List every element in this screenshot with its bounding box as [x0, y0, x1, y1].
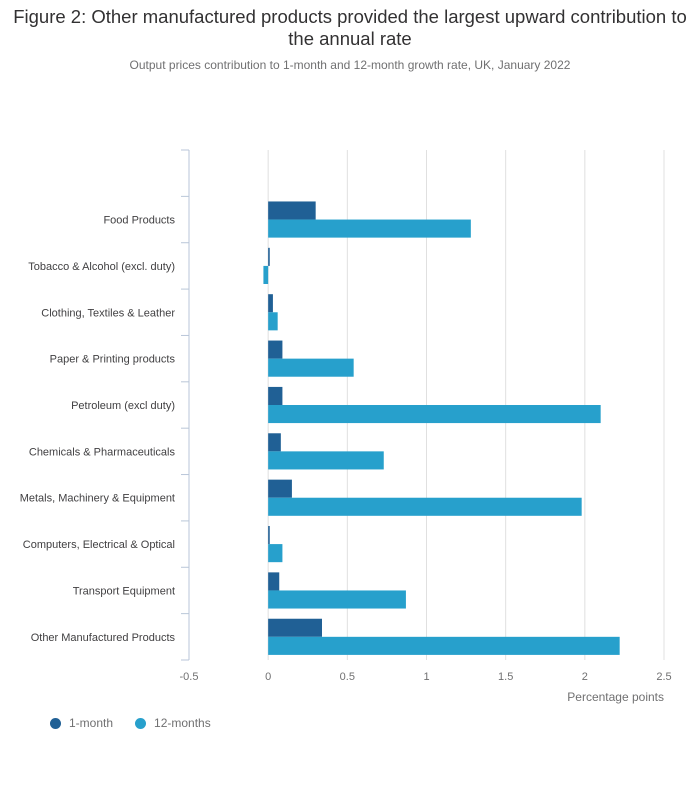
x-tick-label: 1.5	[498, 671, 513, 683]
chart-subtitle: Output prices contribution to 1-month an…	[129, 58, 571, 72]
x-tick-label: 1	[423, 671, 429, 683]
bar-12-months[interactable]	[268, 405, 601, 424]
bar-1-month[interactable]	[268, 618, 322, 637]
category-label: Petroleum (excl duty)	[71, 400, 175, 412]
bar-12-months[interactable]	[268, 544, 283, 563]
category-label: Tobacco & Alcohol (excl. duty)	[28, 261, 175, 273]
category-label: Computers, Electrical & Optical	[23, 539, 175, 551]
bar-12-months[interactable]	[268, 451, 384, 470]
legend: 1-month 12-months	[50, 716, 233, 730]
category-label: Food Products	[103, 215, 175, 227]
x-tick-label: 2	[582, 671, 588, 683]
x-tick-label: 2.5	[656, 671, 671, 683]
bar-12-months[interactable]	[268, 219, 471, 238]
legend-item-12-months[interactable]: 12-months	[135, 716, 211, 730]
chart-title: Figure 2: Other manufactured products pr…	[13, 6, 687, 49]
x-tick-label: 0.5	[340, 671, 355, 683]
bar-1-month[interactable]	[268, 572, 280, 591]
category-label: Other Manufactured Products	[31, 632, 176, 644]
category-labels: Food Products Tobacco & Alcohol (excl. du…	[20, 215, 176, 644]
category-label: Metals, Machinery & Equipment	[20, 493, 175, 505]
bar-12-months[interactable]	[268, 590, 406, 609]
bars	[263, 201, 620, 655]
bar-12-months[interactable]	[268, 312, 278, 331]
bar-1-month[interactable]	[268, 479, 292, 498]
x-tick-label: 0	[265, 671, 271, 683]
x-tick-labels: -0.5 0 0.5 1 1.5 2 2.5	[180, 671, 672, 683]
bar-1-month[interactable]	[268, 386, 283, 405]
bar-1-month[interactable]	[268, 340, 283, 359]
legend-item-1-month[interactable]: 1-month	[50, 716, 113, 730]
bar-1-month[interactable]	[268, 433, 281, 452]
x-axis-title: Percentage points	[567, 690, 664, 704]
bar-1-month[interactable]	[268, 247, 270, 266]
bar-1-month[interactable]	[268, 294, 273, 313]
bar-12-months[interactable]	[268, 636, 620, 655]
legend-label-12-months: 12-months	[154, 716, 211, 730]
bar-12-months[interactable]	[268, 358, 354, 377]
category-label: Clothing, Textiles & Leather	[41, 307, 175, 319]
category-label: Paper & Printing products	[50, 354, 176, 366]
category-label: Transport Equipment	[73, 585, 175, 597]
legend-swatch-1-month	[50, 717, 61, 729]
category-label: Chemicals & Pharmaceuticals	[29, 446, 176, 458]
bar-12-months[interactable]	[263, 265, 269, 284]
x-tick-label: -0.5	[180, 671, 199, 683]
bar-1-month[interactable]	[268, 201, 316, 220]
bar-12-months[interactable]	[268, 497, 582, 516]
category-axis	[181, 149, 190, 661]
bar-1-month[interactable]	[268, 526, 270, 545]
legend-label-1-month: 1-month	[69, 716, 114, 730]
legend-swatch-12-months	[135, 717, 147, 729]
